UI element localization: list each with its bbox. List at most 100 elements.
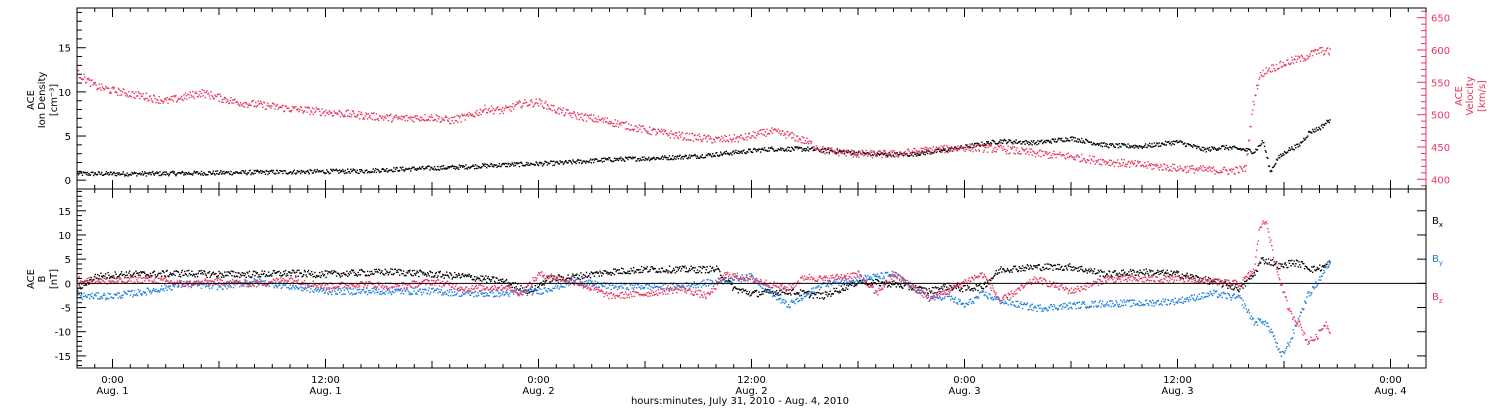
data-point-ion-density bbox=[89, 174, 91, 176]
data-point-velocity bbox=[764, 131, 767, 133]
data-point-bx bbox=[1026, 264, 1029, 266]
data-point-ion-density bbox=[736, 152, 738, 154]
data-point-bx bbox=[482, 275, 484, 277]
data-point-bx bbox=[1000, 266, 1002, 268]
data-point-ion-density bbox=[327, 170, 329, 173]
data-point-velocity bbox=[588, 117, 590, 119]
data-point-bx bbox=[349, 270, 351, 273]
data-point-velocity bbox=[477, 114, 479, 116]
data-point-velocity bbox=[1055, 156, 1057, 159]
data-point-ion-density bbox=[1070, 136, 1072, 138]
data-point-by bbox=[300, 289, 303, 291]
data-point-bx bbox=[881, 281, 883, 283]
data-point-ion-density bbox=[1301, 141, 1303, 143]
data-point-velocity bbox=[1177, 169, 1180, 171]
data-point-bx bbox=[685, 267, 687, 269]
data-point-ion-density bbox=[804, 150, 807, 152]
data-point-bx bbox=[1173, 271, 1176, 273]
data-point-ion-density bbox=[1022, 141, 1025, 143]
data-point-ion-density bbox=[277, 172, 279, 174]
data-point-bx bbox=[1140, 271, 1143, 274]
data-point-by bbox=[259, 278, 261, 280]
data-point-ion-density bbox=[299, 172, 302, 175]
data-point-ion-density bbox=[176, 173, 178, 176]
data-point-ion-density bbox=[1132, 144, 1135, 147]
data-point-ion-density bbox=[275, 169, 278, 172]
data-point-bx bbox=[739, 289, 741, 291]
data-point-bx bbox=[585, 271, 588, 274]
data-point-ion-density bbox=[370, 171, 372, 173]
data-point-velocity bbox=[1092, 155, 1094, 158]
data-point-ion-density bbox=[333, 169, 335, 171]
data-point-ion-density bbox=[1001, 139, 1003, 142]
data-point-ion-density bbox=[1010, 141, 1013, 144]
data-point-bx bbox=[347, 272, 350, 275]
data-point-velocity bbox=[1191, 168, 1193, 170]
data-point-ion-density bbox=[758, 148, 760, 150]
data-point-ion-density bbox=[1113, 146, 1116, 148]
data-point-bx bbox=[541, 283, 544, 285]
data-point-ion-density bbox=[239, 171, 242, 173]
data-point-bx bbox=[642, 269, 644, 272]
data-point-ion-density bbox=[315, 171, 317, 173]
data-point-velocity bbox=[258, 103, 260, 105]
data-point-bx bbox=[1057, 263, 1059, 266]
data-point-bx bbox=[420, 270, 422, 273]
data-point-bx bbox=[1288, 262, 1291, 264]
data-point-bx bbox=[519, 288, 521, 290]
data-point-velocity bbox=[1275, 63, 1278, 66]
data-point-ion-density bbox=[1288, 147, 1291, 149]
data-point-bx bbox=[196, 276, 199, 278]
data-point-velocity bbox=[1013, 146, 1016, 148]
data-point-ion-density bbox=[1126, 146, 1128, 148]
data-point-ion-density bbox=[616, 159, 618, 161]
data-point-ion-density bbox=[264, 173, 267, 175]
data-point-ion-density bbox=[314, 169, 316, 171]
data-point-ion-density bbox=[561, 161, 564, 163]
data-point-ion-density bbox=[1005, 142, 1008, 145]
data-point-velocity bbox=[916, 151, 918, 153]
data-point-by bbox=[208, 287, 211, 290]
data-point-velocity bbox=[558, 113, 560, 115]
data-point-velocity bbox=[1018, 150, 1021, 152]
data-point-velocity bbox=[390, 113, 392, 116]
data-point-velocity bbox=[1102, 159, 1104, 161]
data-point-velocity bbox=[1321, 46, 1323, 49]
data-point-velocity bbox=[513, 105, 516, 108]
data-point-by bbox=[228, 283, 231, 285]
data-point-ion-density bbox=[662, 158, 664, 161]
data-point-velocity bbox=[374, 119, 376, 121]
data-point-ion-density bbox=[1122, 144, 1124, 146]
data-point-ion-density bbox=[386, 171, 389, 173]
data-point-velocity bbox=[1275, 69, 1277, 72]
data-point-by bbox=[306, 289, 308, 292]
data-point-ion-density bbox=[755, 149, 757, 151]
data-point-velocity bbox=[1278, 67, 1280, 69]
data-point-bx bbox=[801, 290, 803, 292]
data-point-bx bbox=[105, 277, 108, 279]
data-point-velocity bbox=[970, 144, 973, 146]
data-point-velocity bbox=[991, 151, 993, 153]
data-point-velocity bbox=[1295, 55, 1297, 57]
data-point-velocity bbox=[895, 155, 898, 157]
data-point-ion-density bbox=[620, 156, 622, 159]
data-point-velocity bbox=[133, 92, 136, 95]
data-point-ion-density bbox=[1119, 145, 1121, 148]
data-point-velocity bbox=[458, 115, 460, 117]
data-point-ion-density bbox=[737, 150, 739, 152]
data-point-ion-density bbox=[914, 153, 916, 155]
data-point-velocity bbox=[597, 115, 600, 117]
data-point-velocity bbox=[1212, 166, 1215, 168]
data-point-bx bbox=[366, 275, 368, 277]
data-point-ion-density bbox=[679, 154, 681, 156]
data-point-velocity bbox=[1162, 169, 1164, 171]
data-point-ion-density bbox=[1304, 138, 1307, 140]
data-point-velocity bbox=[851, 149, 853, 151]
data-point-ion-density bbox=[798, 146, 800, 148]
data-point-by bbox=[90, 295, 92, 298]
data-point-velocity bbox=[771, 132, 774, 134]
data-point-ion-density bbox=[1008, 138, 1010, 141]
data-point-velocity bbox=[307, 106, 309, 109]
data-point-velocity bbox=[648, 126, 651, 128]
data-point-bx bbox=[252, 270, 255, 273]
